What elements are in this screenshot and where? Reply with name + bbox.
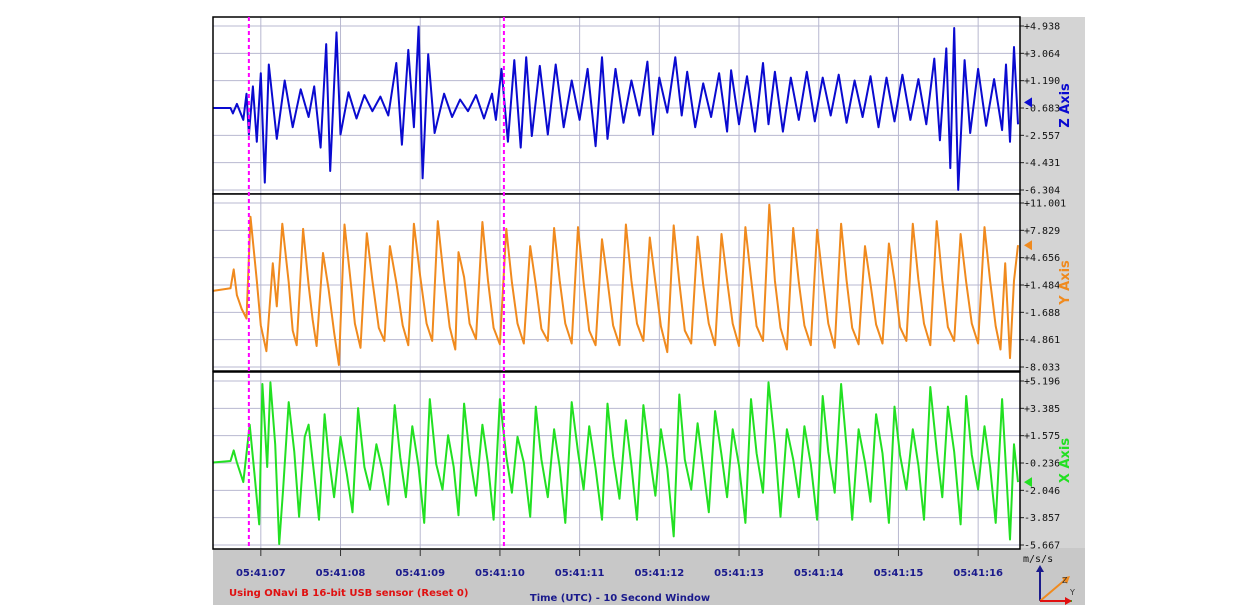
svg-text:Z: Z [1062,576,1068,585]
y-tick-label: +7.829 [1024,226,1060,237]
time-tick-label: 05:41:15 [874,568,924,579]
x-axis-title: Time (UTC) - 10 Second Window [530,593,710,604]
svg-text:Y: Y [1069,588,1075,597]
z-axis-series-line [213,25,1019,191]
y-tick-label: +3.064 [1024,49,1060,60]
panel-border [212,371,1021,550]
time-tick-label: 05:41:16 [953,568,1003,579]
x-axis-series-line [212,381,1019,545]
panel-border [212,193,1021,372]
footer-background [213,548,1085,605]
xyz-axes-icon: Z Y [1036,565,1075,605]
y-tick-label: -1.688 [1024,308,1060,319]
y-current-value-marker [1024,240,1032,251]
y-tick-label: +11.001 [1024,199,1066,210]
y-tick-label: +1.484 [1024,281,1060,292]
x-current-value-marker [1024,477,1032,488]
y-axis-series-line [212,203,1019,366]
sensor-label: Using ONavi B 16-bit USB sensor (Reset 0… [229,588,468,599]
y-tick-label: -2.557 [1024,131,1060,142]
time-tick-label: 05:41:07 [236,568,286,579]
panel-y-axis: +11.001 +7.829 +4.656 +1.484 -1.688 -4.861 -8.… [212,193,1073,374]
y-tick-label: -0.683 [1024,104,1060,115]
time-tick-label: 05:41:11 [555,568,605,579]
time-tick-label: 05:41:10 [475,568,525,579]
x-axis-title: X Axis [1058,438,1073,483]
y-tick-label: +1.190 [1024,76,1060,87]
y-axis-title: Y Axis [1058,260,1073,306]
y-tick-label: -5.667 [1024,541,1060,552]
panel-background [213,372,1020,549]
event-markers [247,17,505,548]
z-axis-title: Z Axis [1058,83,1073,128]
y-tick-label: +5.196 [1024,377,1060,388]
time-tick-label: 05:41:12 [634,568,684,579]
time-tick-label: 05:41:08 [316,568,366,579]
panel-background [213,17,1020,194]
y-tick-label: +4.656 [1024,253,1060,264]
y-tick-label: +3.385 [1024,404,1060,415]
y-tick-label: -6.304 [1024,186,1060,197]
time-tick-label: 05:41:09 [395,568,445,579]
z-current-value-marker [1024,97,1032,108]
panel-z-axis: +4.938 +3.064 +1.190 -0.683 -2.557 -4.431 -6.3… [212,16,1073,197]
y-tick-label: -2.046 [1024,486,1060,497]
y-tick-label: -0.236 [1024,459,1060,470]
time-tick-label: 05:41:13 [714,568,764,579]
units-label: m/s/s [1023,554,1053,565]
time-labels: 05:41:07 05:41:08 05:41:09 05:41:10 05:41:11… [236,548,1003,579]
y-tick-label: -4.861 [1024,335,1060,346]
y-tick-label: +1.575 [1024,431,1060,442]
panels: +4.938 +3.064 +1.190 -0.683 -2.557 -4.431 -6.3… [212,16,1073,552]
panel-background [213,194,1020,371]
time-tick-label: 05:41:14 [794,568,844,579]
y-tick-label: +4.938 [1024,22,1060,33]
y-tick-label: -8.033 [1024,363,1060,374]
panel-x-axis: +5.196 +3.385 +1.575 -0.236 -2.046 -3.857 -5.6… [212,371,1073,552]
y-tick-label: -4.431 [1024,158,1060,169]
y-tick-label: -3.857 [1024,513,1060,524]
